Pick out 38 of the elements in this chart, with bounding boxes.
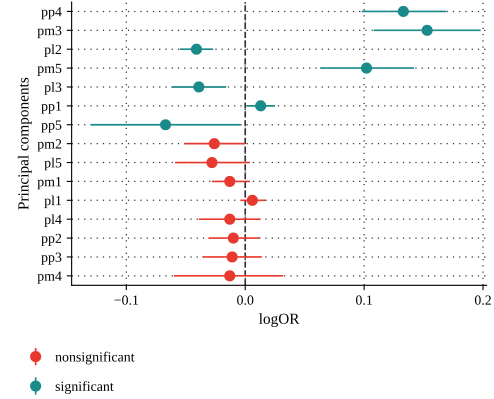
point — [255, 100, 266, 112]
y-tick-label: pl4 — [44, 214, 62, 227]
y-tick-label: pm3 — [37, 26, 62, 38]
y-tick-label: pm2 — [37, 139, 62, 152]
point — [193, 81, 204, 93]
point — [206, 156, 218, 168]
y-tick-label: pp5 — [41, 120, 62, 133]
x-tick-label: 0.2 — [474, 295, 491, 305]
y-axis-title: Principal components — [18, 78, 32, 210]
y-tick-label: pl2 — [44, 44, 62, 57]
x-tick-label: 0.0 — [237, 295, 254, 305]
legend-label: significant — [56, 381, 114, 394]
y-tick-label: pm1 — [37, 177, 62, 190]
x-tick-label: 0.1 — [356, 295, 372, 305]
legend-label: nonsignificant — [55, 352, 134, 364]
y-tick-label: pp2 — [41, 234, 62, 246]
y-tick-label: pl5 — [44, 158, 62, 170]
point — [224, 176, 236, 187]
point — [208, 138, 220, 150]
point — [398, 6, 409, 17]
point — [228, 232, 239, 244]
y-tick-label: pl3 — [44, 82, 62, 95]
point — [190, 44, 202, 55]
point — [160, 119, 172, 130]
x-tick-label: −0.1 — [114, 295, 138, 305]
y-tick-label: pl1 — [44, 195, 62, 208]
y-tick-label: pp1 — [41, 102, 62, 114]
y-tick-label: pm5 — [37, 64, 62, 76]
point — [224, 270, 236, 282]
y-tick-label: pp4 — [41, 7, 62, 20]
point — [360, 62, 372, 74]
point — [224, 214, 236, 225]
y-tick-label: pp3 — [41, 252, 62, 265]
point — [226, 251, 238, 263]
x-axis-title: logOR — [259, 313, 300, 328]
y-tick-label: pm4 — [37, 272, 62, 284]
point — [246, 194, 258, 206]
point — [422, 24, 433, 36]
